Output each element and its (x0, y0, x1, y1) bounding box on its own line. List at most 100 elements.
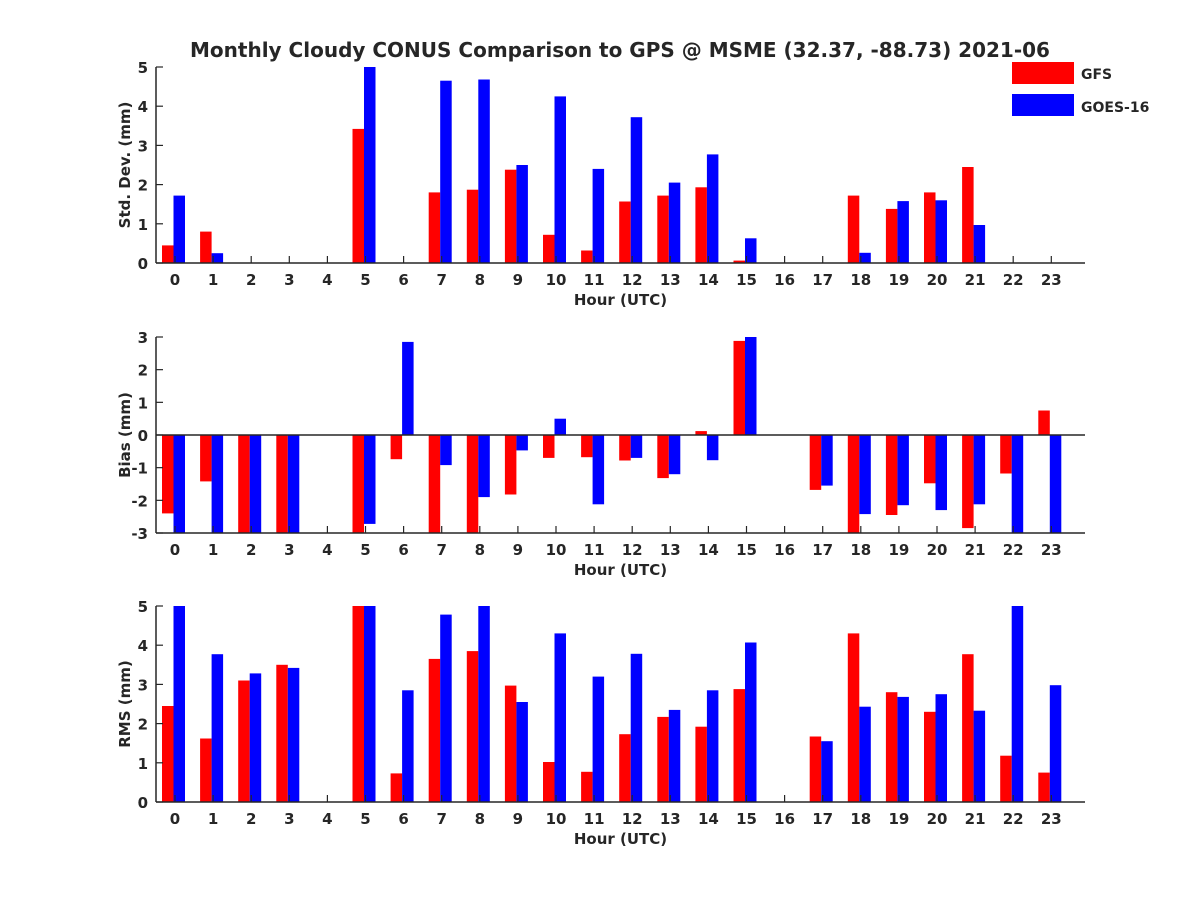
bar-goes16-hour-11 (592, 168, 605, 263)
x-tick-label: 16 (774, 271, 795, 289)
y-axis-label: RMS (mm) (116, 660, 134, 747)
x-tick-label: 0 (170, 810, 180, 828)
legend: GFS GOES-16 (1012, 62, 1149, 116)
bar-gfs-hour-22 (1000, 435, 1012, 474)
bar-gfs-hour-21 (962, 435, 974, 529)
bar-gfs-hour-19 (885, 208, 898, 263)
bar-goes16-hour-2 (249, 673, 262, 802)
bar-goes16-hour-11 (592, 435, 605, 505)
x-tick-label: 13 (660, 541, 681, 559)
bar-goes16-hour-19 (897, 201, 909, 263)
bar-goes16-hour-5 (364, 67, 376, 263)
bar-gfs-hour-0 (162, 706, 174, 802)
bar-gfs-hour-8 (466, 189, 479, 263)
bar-gfs-hour-1 (200, 738, 212, 802)
bar-goes16-hour-20 (935, 435, 947, 511)
x-tick-label: 4 (322, 810, 332, 828)
x-tick-label: 19 (888, 271, 909, 289)
x-tick-label: 21 (965, 271, 986, 289)
x-tick-label: 11 (584, 810, 605, 828)
bar-goes16-hour-0 (173, 435, 185, 533)
bar-gfs-hour-5 (352, 435, 364, 533)
x-tick-label: 18 (850, 810, 871, 828)
bar-gfs-hour-14 (695, 431, 707, 435)
x-tick-label: 23 (1041, 810, 1062, 828)
bar-gfs-hour-13 (657, 716, 669, 802)
bar-goes16-hour-23 (1049, 685, 1062, 802)
bar-gfs-hour-17 (809, 435, 822, 490)
x-tick-label: 21 (965, 810, 986, 828)
bar-goes16-hour-13 (668, 182, 681, 263)
bar-goes16-hour-13 (668, 435, 681, 475)
x-tick-label: 22 (1003, 541, 1024, 559)
x-tick-label: 10 (546, 541, 567, 559)
bar-gfs-hour-11 (581, 771, 593, 802)
bar-goes16-hour-20 (935, 694, 947, 802)
x-tick-label: 10 (546, 810, 567, 828)
bar-gfs-hour-2 (238, 435, 250, 533)
bar-goes16-hour-18 (859, 435, 871, 515)
x-tick-label: 18 (850, 541, 871, 559)
bar-goes16-hour-15 (745, 337, 757, 435)
y-tick-label: 3 (138, 137, 148, 155)
bar-gfs-hour-15 (733, 340, 745, 435)
bar-gfs-hour-0 (162, 435, 174, 514)
bar-gfs-hour-12 (619, 435, 631, 461)
bar-goes16-hour-15 (745, 642, 757, 802)
bar-gfs-hour-23 (1038, 772, 1050, 802)
bar-gfs-hour-5 (352, 606, 364, 802)
y-tick-label: -2 (131, 492, 148, 510)
x-tick-label: 20 (927, 810, 948, 828)
bar-goes16-hour-21 (973, 710, 986, 802)
bar-goes16-hour-7 (440, 435, 452, 466)
x-tick-label: 9 (513, 541, 523, 559)
bar-goes16-hour-19 (897, 435, 909, 506)
bar-goes16-hour-1 (211, 253, 224, 263)
bar-gfs-hour-12 (619, 201, 631, 263)
bar-goes16-hour-12 (630, 653, 643, 802)
bar-goes16-hour-2 (249, 435, 262, 533)
x-tick-label: 14 (698, 810, 719, 828)
x-tick-label: 22 (1003, 271, 1024, 289)
y-tick-label: 2 (138, 362, 148, 380)
x-tick-label: 12 (622, 541, 643, 559)
x-tick-label: 3 (284, 541, 294, 559)
y-tick-label: 4 (138, 637, 148, 655)
x-tick-label: 5 (360, 541, 370, 559)
bar-goes16-hour-21 (973, 435, 986, 505)
bar-goes16-hour-3 (287, 667, 300, 802)
y-tick-label: 1 (138, 394, 148, 412)
bar-gfs-hour-9 (504, 685, 517, 802)
x-tick-label: 14 (698, 541, 719, 559)
x-tick-label: 2 (246, 271, 256, 289)
x-tick-label: 17 (812, 810, 833, 828)
x-tick-label: 8 (475, 541, 485, 559)
x-tick-label: 11 (584, 271, 605, 289)
bar-gfs-hour-9 (504, 169, 517, 263)
bar-goes16-hour-5 (364, 606, 376, 802)
x-tick-label: 4 (322, 271, 332, 289)
bar-gfs-hour-2 (238, 680, 250, 802)
y-tick-label: 4 (138, 98, 148, 116)
bar-gfs-hour-6 (390, 435, 403, 460)
bar-goes16-hour-8 (478, 606, 490, 802)
x-axis-label: Hour (UTC) (574, 291, 667, 309)
x-tick-label: 21 (965, 541, 986, 559)
x-tick-label: 6 (398, 810, 408, 828)
bar-goes16-hour-17 (821, 435, 833, 486)
bar-gfs-hour-23 (1038, 410, 1050, 435)
bar-gfs-hour-7 (428, 658, 441, 802)
x-tick-label: 14 (698, 271, 719, 289)
x-tick-label: 1 (208, 541, 218, 559)
y-tick-label: 5 (138, 59, 148, 77)
bar-goes16-hour-0 (173, 606, 185, 802)
x-tick-label: 22 (1003, 810, 1024, 828)
bar-gfs-hour-3 (276, 664, 288, 802)
bar-goes16-hour-23 (1049, 435, 1062, 533)
bar-goes16-hour-9 (516, 165, 528, 263)
bar-goes16-hour-9 (516, 702, 528, 802)
bar-goes16-hour-12 (630, 435, 643, 458)
bar-goes16-hour-19 (897, 696, 909, 802)
